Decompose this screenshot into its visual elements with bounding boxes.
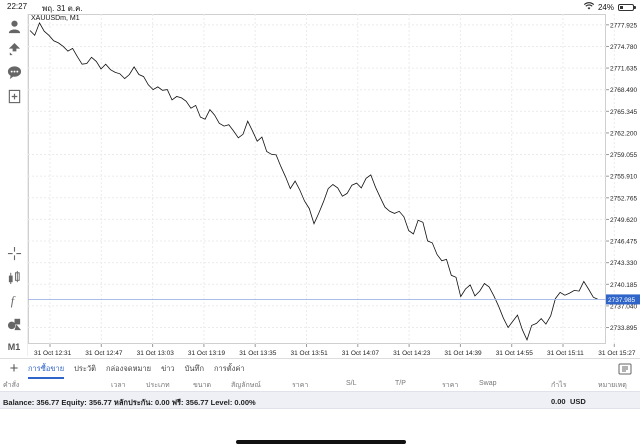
x-tick-label: 31 Oct 15:27 [598, 350, 636, 356]
col-type: ประเภท [146, 382, 170, 389]
col-current-price: ราคา [442, 382, 459, 389]
col-order: คำสั่ง [3, 382, 20, 389]
chart-frame [28, 14, 606, 344]
x-tick-label: 31 Oct 13:19 [188, 350, 226, 356]
home-indicator [236, 440, 406, 444]
x-tick-label: 31 Oct 12:47 [85, 350, 123, 356]
balance-bar: Balance: 356.77 Equity: 356.77 หลักประกั… [0, 391, 640, 409]
trade-arrows-icon[interactable] [4, 39, 24, 59]
y-tick-label: 2743.330 [610, 260, 637, 267]
x-tick-label: 31 Oct 14:39 [444, 350, 482, 356]
function-icon[interactable]: f [4, 290, 24, 310]
tab-trade[interactable]: การซื้อขาย [28, 359, 65, 379]
y-tick-label: 2733.895 [610, 325, 637, 332]
status-date: พฤ. 31 ต.ค. [42, 4, 83, 13]
timeframe-button[interactable]: M1 [7, 342, 21, 352]
crosshair-icon[interactable] [4, 243, 24, 263]
y-tick-label: 2774.780 [610, 44, 637, 51]
indicators-icon[interactable] [4, 267, 24, 287]
battery-percent: 24% [597, 2, 614, 12]
svg-text:f: f [10, 294, 15, 308]
x-tick-label: 31 Oct 15:11 [547, 350, 584, 356]
account-icon[interactable] [4, 16, 24, 36]
tab-mailbox[interactable]: กล่องจดหมาย [106, 363, 152, 373]
tab-history[interactable]: ประวัติ [74, 363, 97, 373]
col-time: เวลา [111, 382, 126, 389]
chat-icon[interactable] [4, 62, 24, 82]
x-tick-label: 31 Oct 14:23 [393, 350, 431, 356]
balance-summary: Balance: 356.77 Equity: 356.77 หลักประกั… [3, 398, 256, 407]
y-tick-label: 2755.910 [610, 174, 637, 181]
tab-news[interactable]: ข่าว [161, 363, 175, 373]
wifi-icon [583, 2, 595, 12]
col-symbol: สัญลักษณ์ [231, 382, 261, 389]
x-tick-label: 31 Oct 13:35 [239, 350, 277, 356]
chart-symbol-label: XAUUSDm, M1 [31, 15, 80, 22]
new-order-icon[interactable] [4, 86, 24, 106]
account-currency: USD [570, 397, 586, 406]
add-icon[interactable]: + [9, 360, 19, 377]
price-line [29, 21, 599, 342]
status-right: 24% [583, 2, 636, 12]
y-tick-label: 2749.620 [610, 217, 637, 224]
x-tick-label: 31 Oct 13:51 [291, 350, 329, 356]
y-tick-label: 2768.490 [610, 87, 637, 94]
current-price-badge [606, 294, 640, 305]
y-tick-label: 2777.925 [610, 22, 637, 29]
x-tick-label: 31 Oct 14:07 [342, 350, 380, 356]
status-bar: 22:27 พฤ. 31 ต.ค. 24% [0, 0, 640, 14]
tab-journal[interactable]: บันทึก [184, 363, 205, 373]
col-sl: S/L [346, 380, 357, 387]
col-size: ขนาด [193, 382, 212, 389]
y-tick-label: 2737.040 [610, 303, 637, 310]
y-tick-label: 2752.765 [610, 195, 637, 202]
x-tick-label: 31 Oct 14:55 [496, 350, 534, 356]
col-profit: กำไร [551, 382, 567, 389]
tab-settings[interactable]: การตั้งค่า [214, 363, 245, 373]
left-toolbar: f M1 [0, 14, 28, 356]
chart-canvas[interactable]: 2777.925 2774.780 2771.635 2768.490 2765.345… [28, 14, 640, 356]
y-tick-label: 2759.055 [610, 152, 637, 159]
panel-settings-icon[interactable] [618, 362, 632, 376]
status-time: 22:27 [7, 2, 28, 11]
x-tick-label: 31 Oct 13:03 [137, 350, 175, 356]
bottom-tabs: + การซื้อขาย ประวัติ กล่องจดหมาย ข่าว บั… [0, 358, 640, 379]
trade-table-header: คำสั่ง เวลา ประเภท ขนาด สัญลักษณ์ ราคา S… [0, 378, 640, 391]
y-tick-label: 2740.185 [610, 282, 637, 289]
col-tp: T/P [395, 380, 406, 387]
y-tick-label: 2746.475 [610, 239, 637, 246]
current-price-label: 2737.985 [608, 297, 635, 304]
col-swap: Swap [479, 380, 497, 387]
y-tick-label: 2762.200 [610, 130, 637, 137]
objects-icon[interactable] [4, 313, 24, 333]
col-comment: หมายเหตุ [598, 382, 627, 389]
battery-icon [618, 3, 636, 11]
total-profit: 0.00 [551, 397, 566, 406]
y-tick-label: 2771.635 [610, 66, 637, 73]
col-price: ราคา [292, 382, 309, 389]
y-tick-label: 2765.345 [610, 109, 637, 116]
price-chart[interactable]: 2777.925 2774.780 2771.635 2768.490 2765.345… [28, 14, 640, 356]
x-tick-label: 31 Oct 12:31 [34, 350, 72, 356]
